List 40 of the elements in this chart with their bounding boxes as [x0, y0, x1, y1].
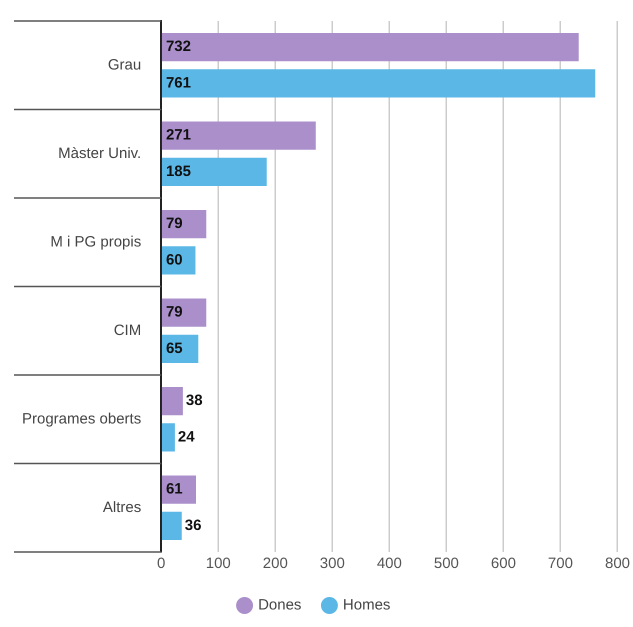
y-tick-label: Altres — [102, 498, 142, 516]
x-tick-label: 800 — [604, 555, 630, 572]
bar — [162, 423, 175, 452]
data-label: 36 — [184, 517, 202, 534]
legend-label: Homes — [342, 596, 390, 614]
legend-label: Dones — [258, 596, 302, 614]
data-label: 24 — [178, 428, 196, 446]
x-tick-label: 500 — [434, 555, 459, 572]
data-label: 38 — [186, 392, 203, 410]
y-tick-label: Grau — [108, 56, 142, 74]
data-label: 65 — [166, 340, 183, 358]
x-tick-label: 200 — [262, 555, 288, 572]
x-tick-label: 600 — [490, 555, 516, 572]
data-label: 732 — [166, 38, 191, 56]
data-label: 761 — [166, 74, 191, 92]
data-label: 79 — [166, 215, 183, 232]
data-label: 185 — [166, 163, 191, 180]
data-label: 79 — [166, 304, 183, 321]
bar — [162, 32, 579, 62]
x-tick-label: 100 — [206, 555, 231, 572]
bar — [162, 210, 206, 238]
y-tick-label: CIM — [114, 322, 142, 339]
x-tick-label: 0 — [157, 555, 166, 572]
y-tick-label: M i PG propis — [50, 233, 142, 250]
y-tick-label: Màster Univ. — [58, 144, 142, 162]
bar — [162, 69, 596, 98]
y-tick-label: Programes oberts — [22, 410, 142, 428]
data-label: 271 — [166, 126, 191, 144]
bar — [162, 475, 196, 504]
data-label: 60 — [166, 252, 183, 269]
x-tick-label: 300 — [320, 555, 345, 572]
bar — [162, 386, 183, 416]
data-label: 61 — [166, 480, 183, 498]
bar — [162, 512, 182, 540]
x-tick-label: 700 — [548, 555, 573, 572]
bar — [162, 298, 206, 327]
bar — [162, 334, 198, 364]
x-tick-label: 400 — [376, 555, 402, 572]
bar — [162, 121, 316, 150]
bar — [162, 158, 267, 186]
